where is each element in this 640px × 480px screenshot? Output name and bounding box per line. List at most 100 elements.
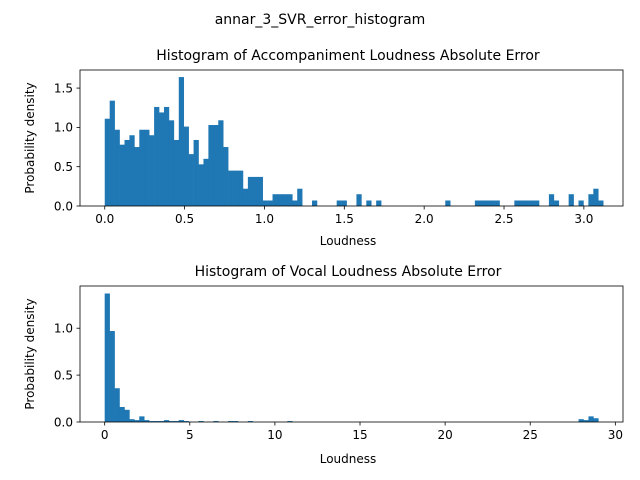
accompaniment-bar-78 [489,200,495,206]
vocal-bar-12 [163,420,170,422]
vocal-bar-10 [154,421,160,422]
accompaniment-bar-100 [598,200,604,206]
accompaniment-bar-33 [267,200,273,206]
accompaniment-bar-86 [529,200,535,206]
vocal-y-tick-label-0: 0.0 [54,415,73,429]
vocal-x-tick-label-2: 10 [267,428,282,442]
accompaniment-bar-14 [173,139,180,206]
accompaniment-bars [104,77,604,206]
accompaniment-bar-36 [282,194,288,206]
vocal-x-axis-label: Loudness [320,452,377,466]
accompaniment-bar-16 [183,126,189,206]
vocal-bar-9 [149,421,155,422]
accompaniment-y-tick-label-0: 0.0 [54,199,73,213]
accompaniment-axes-frame [79,69,624,207]
accompaniment-bar-4 [124,139,130,206]
accompaniment-bar-48 [341,200,347,206]
accompaniment-x-tick-label-6: 3.0 [574,212,593,226]
accompaniment-ticks: 0.0 0.5 1.0 1.5 2.0 2.5 3.0 0.0 0.5 1.0 1.5 [54,81,594,226]
vocal-x-tick-label-1: 5 [186,428,194,442]
accompaniment-bar-96 [578,200,584,206]
accompaniment-bar-26 [233,170,239,206]
vocal-bar-97 [583,420,589,422]
accompaniment-bar-11 [159,112,165,206]
vocal-bar-8 [144,420,150,422]
accompaniment-bar-25 [228,170,234,206]
accompaniment-bar-69 [445,200,451,206]
vocal-bars [104,293,599,422]
vocal-x-tick-label-0: 0 [101,428,109,442]
accompaniment-bar-2 [114,129,120,206]
vocal-x-tick-label-5: 25 [523,428,538,442]
accompaniment-bar-7 [139,129,145,206]
accompaniment-x-tick-label-5: 2.5 [494,212,513,226]
accompaniment-bar-6 [134,147,140,206]
accompaniment-bar-20 [203,158,209,206]
vocal-bar-15 [178,420,184,422]
vocal-bar-22 [213,421,219,422]
vocal-bar-3 [119,406,125,422]
accompaniment-bar-47 [336,200,342,206]
accompaniment-bar-99 [593,188,599,206]
accompaniment-bar-1 [109,100,115,206]
vocal-bar-0 [104,293,110,422]
vocal-bar-26 [233,421,239,422]
accompaniment-bar-53 [366,200,372,206]
accompaniment-chart-title: Histogram of Accompaniment Loudness Abso… [156,48,540,64]
accompaniment-y-tick-label-1: 0.5 [54,160,73,174]
accompaniment-bar-91 [553,200,560,206]
accompaniment-bar-75 [474,200,481,206]
vocal-bar-5 [129,419,135,422]
accompaniment-bar-83 [514,200,520,206]
accompaniment-bar-77 [484,200,490,206]
accompaniment-bar-34 [272,194,278,206]
accompaniment-bar-8 [144,129,150,206]
figure-suptitle: annar_3_SVR_error_histogram [215,12,426,28]
accompaniment-bar-79 [494,200,500,206]
accompaniment-bar-37 [287,194,293,206]
accompaniment-bar-9 [149,135,155,206]
vocal-y-tick-label-1: 0.5 [54,368,73,382]
accompaniment-bar-23 [218,120,224,206]
vocal-bar-37 [287,421,293,422]
vocal-bar-16 [183,421,189,422]
accompaniment-bar-76 [479,200,486,206]
accompaniment-bar-94 [568,194,574,206]
accompaniment-bar-21 [208,125,214,206]
vocal-bar-25 [228,421,234,422]
vocal-bar-98 [588,416,594,422]
accompaniment-bar-3 [119,144,125,206]
accompaniment-bar-29 [247,176,254,206]
accompaniment-bar-22 [213,125,219,206]
accompaniment-bar-15 [178,77,185,206]
accompaniment-bar-19 [198,164,204,206]
accompaniment-bar-27 [238,170,244,206]
accompaniment-bar-13 [168,120,175,206]
vocal-bar-14 [173,421,180,422]
vocal-chart-title: Histogram of Vocal Loudness Absolute Err… [195,264,502,280]
vocal-bar-6 [134,420,140,422]
accompaniment-bar-51 [356,194,362,206]
accompaniment-bar-24 [223,147,229,206]
accompaniment-x-tick-label-3: 1.5 [335,212,354,226]
accompaniment-bar-35 [277,194,283,206]
accompaniment-bar-10 [154,106,160,206]
vocal-histogram: Histogram of Vocal Loudness Absolute Err… [23,264,624,466]
vocal-ticks: 0 5 10 15 20 25 30 0.0 0.5 1.0 [54,322,623,442]
accompaniment-x-tick-label-2: 1.0 [255,212,274,226]
accompaniment-x-axis-label: Loudness [320,234,377,248]
vocal-y-axis-label: Probability density [23,298,37,409]
vocal-bar-1 [109,331,115,422]
accompaniment-x-tick-label-1: 0.5 [175,212,194,226]
vocal-bar-13 [168,421,175,422]
vocal-axes-frame [79,285,624,423]
vocal-x-tick-label-6: 30 [608,428,623,442]
accompaniment-bar-32 [262,200,268,206]
accompaniment-y-tick-label-3: 1.5 [54,81,73,95]
accompaniment-bar-87 [534,200,540,206]
vocal-x-tick-label-3: 15 [352,428,367,442]
vocal-bar-19 [198,421,204,422]
accompaniment-bar-98 [588,194,594,206]
vocal-bar-4 [124,409,130,422]
